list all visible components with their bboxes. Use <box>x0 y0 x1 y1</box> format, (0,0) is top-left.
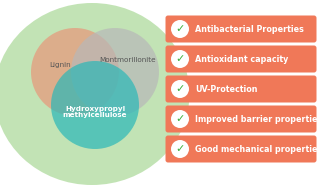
Text: ✓: ✓ <box>175 24 185 34</box>
Text: Antioxidant capacity: Antioxidant capacity <box>195 54 288 64</box>
FancyBboxPatch shape <box>166 75 317 102</box>
Circle shape <box>31 28 119 116</box>
Text: ✓: ✓ <box>175 84 185 94</box>
Text: Hydroxypropyl
methylcellulose: Hydroxypropyl methylcellulose <box>63 105 127 119</box>
Circle shape <box>171 50 189 68</box>
Text: ✓: ✓ <box>175 54 185 64</box>
Text: ✓: ✓ <box>175 114 185 124</box>
FancyBboxPatch shape <box>166 46 317 73</box>
Circle shape <box>171 110 189 128</box>
Circle shape <box>171 20 189 38</box>
Text: UV-Protection: UV-Protection <box>195 84 257 94</box>
Circle shape <box>171 80 189 98</box>
Circle shape <box>71 28 159 116</box>
Text: Antibacterial Properties: Antibacterial Properties <box>195 25 304 33</box>
Text: ✓: ✓ <box>175 144 185 154</box>
Text: Improved barrier properties: Improved barrier properties <box>195 115 321 123</box>
FancyBboxPatch shape <box>166 105 317 132</box>
Circle shape <box>51 61 139 149</box>
FancyBboxPatch shape <box>166 15 317 43</box>
Text: Lignin: Lignin <box>49 62 71 68</box>
Ellipse shape <box>0 3 189 185</box>
Circle shape <box>171 140 189 158</box>
Text: Montmorillonite: Montmorillonite <box>100 57 156 63</box>
Text: Good mechanical properties: Good mechanical properties <box>195 145 321 153</box>
FancyBboxPatch shape <box>166 136 317 163</box>
